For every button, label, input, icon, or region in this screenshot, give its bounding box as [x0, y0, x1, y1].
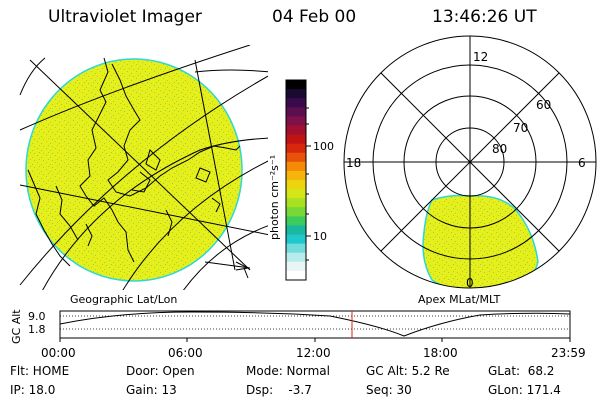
- mlat-label-70: 70: [513, 121, 528, 135]
- instrument-title: Ultraviolet Imager: [48, 7, 202, 27]
- geo-coastlines: [27, 57, 241, 267]
- polar-emission-oval: [422, 194, 539, 288]
- status-seq: Seq: 30: [366, 383, 412, 397]
- colorbar-cell: [286, 116, 306, 127]
- mlat-label-60: 60: [536, 98, 551, 112]
- colorbar-cell: [286, 143, 306, 154]
- timeline-ytick-high: 9.0: [28, 310, 46, 323]
- colorbar-cell: [286, 161, 306, 172]
- colorbar-cell: [286, 125, 306, 136]
- geo-emission-disk: [25, 58, 243, 282]
- colorbar-unit-label: photon cm⁻²s⁻¹: [268, 155, 281, 240]
- status-dsp: Dsp: -3.7: [246, 383, 312, 397]
- colorbar-cell: [286, 198, 306, 208]
- colorbar-cell: [286, 234, 306, 245]
- timeline-axis-label: GC Alt: [10, 309, 23, 344]
- image-time: 13:46:26 UT: [432, 7, 537, 27]
- timeline-xtick-2359: 23:59: [551, 346, 586, 360]
- status-mode: Mode: Normal: [246, 364, 330, 378]
- mlt-label-0: 0: [466, 276, 474, 290]
- colorbar-cell: [286, 89, 306, 99]
- mlt-label-6: 6: [578, 156, 586, 170]
- colorbar-cell: [286, 152, 306, 163]
- status-flight: Flt: HOME: [10, 364, 70, 378]
- status-door: Door: Open: [126, 364, 195, 378]
- mlt-label-18: 18: [346, 156, 361, 170]
- timeline-xtick-0000: 00:00: [41, 346, 76, 360]
- polar-grid: [343, 35, 597, 289]
- timeline-xtick-1200: 12:00: [296, 346, 331, 360]
- image-date: 04 Feb 00: [272, 7, 357, 27]
- colorbar-tick-100: 100: [313, 140, 334, 153]
- colorbar-cell: [286, 216, 306, 227]
- geo-grid-lines: [19, 45, 268, 290]
- colorbar-cell: [286, 207, 306, 217]
- polar-panel-label: Apex MLat/MLT: [418, 293, 501, 306]
- status-ip: IP: 18.0: [10, 383, 56, 397]
- colorbar-cell: [286, 98, 306, 108]
- colorbar-cell: [286, 189, 306, 199]
- timeline-xtick-0600: 06:00: [168, 346, 203, 360]
- status-gc-alt: GC Alt: 5.2 Re: [366, 364, 450, 378]
- colorbar-tick-10: 10: [313, 230, 327, 243]
- colorbar-cell: [286, 80, 306, 90]
- mlat-label-80: 80: [492, 142, 507, 156]
- colorbar-cell: [286, 270, 306, 281]
- status-gain: Gain: 13: [126, 383, 177, 397]
- colorbar-cell: [286, 225, 306, 236]
- status-glat: GLat: 68.2: [488, 364, 555, 378]
- colorbar-cell: [286, 252, 306, 263]
- status-glon: GLon: 171.4: [488, 383, 561, 397]
- colorbar-cell: [286, 170, 306, 181]
- colorbar-cell: [286, 134, 306, 145]
- mlt-label-12: 12: [473, 50, 488, 64]
- colorbar-cell: [286, 243, 306, 254]
- colorbar-cell: [286, 261, 306, 272]
- timeline-xtick-1800: 18:00: [423, 346, 458, 360]
- colorbar-cell: [286, 107, 306, 117]
- geo-panel-label: Geographic Lat/Lon: [70, 293, 178, 306]
- timeline-ytick-low: 1.8: [28, 323, 46, 336]
- colorbar-cell: [286, 180, 306, 190]
